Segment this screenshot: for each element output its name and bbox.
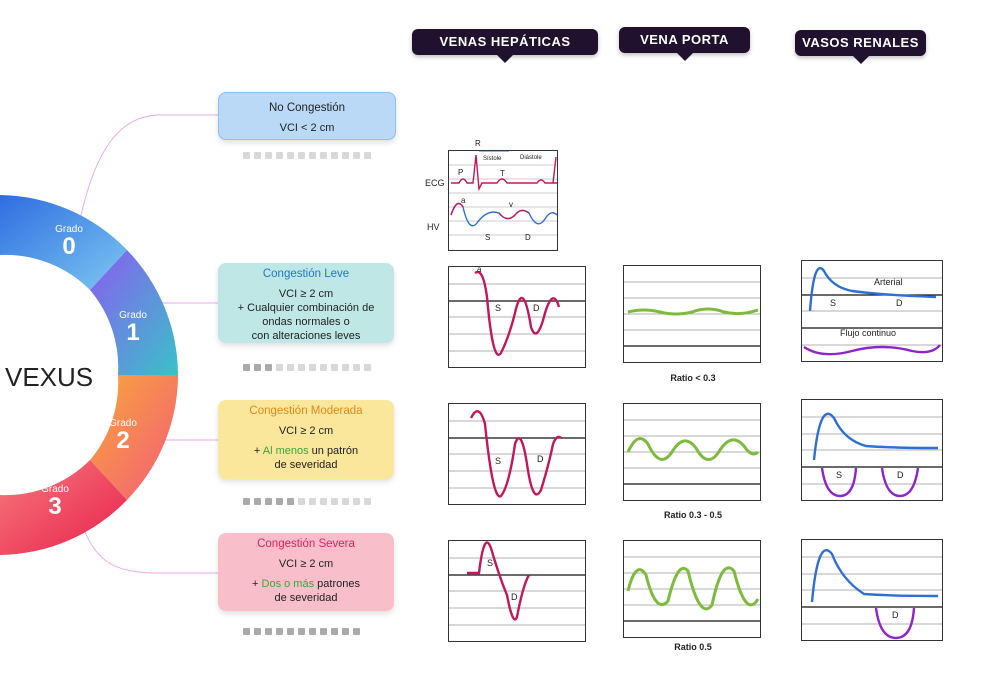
ref-a: a (461, 196, 466, 205)
renal-flujo: Flujo continuo (840, 328, 897, 338)
card-title: No Congestión (268, 102, 346, 114)
renal-panel-grade-3: D (801, 539, 943, 641)
hepatic-d: D (511, 592, 518, 602)
hepatic-panel-grade-2: S D (448, 403, 586, 505)
card-line: ondas normales o (262, 316, 350, 328)
renal-s: S (836, 470, 843, 480)
card-line: + Dos o más patrones (252, 578, 360, 590)
card-line: VCI ≥ 2 cm (278, 425, 334, 437)
ref-r: R (475, 139, 481, 148)
grade-2-segment (90, 375, 178, 500)
renal-venous-wave (803, 344, 941, 356)
header-vena-porta: VENA PORTA (619, 27, 750, 61)
card-congestion-moderada: Congestión Moderada VCI ≥ 2 cm + Al meno… (218, 400, 394, 479)
card-congestion-severa: Congestión Severa VCI ≥ 2 cm + Dos o más… (218, 533, 394, 611)
hv-trace-red (450, 202, 530, 220)
ref-t: T (500, 169, 505, 178)
renal-arterial-wave (812, 412, 939, 461)
hepatic-panel-grade-3: S D (448, 540, 586, 642)
portal-panel-grade-2 (623, 403, 761, 501)
vexus-ring (0, 195, 178, 555)
ref-sistole: Sístole (483, 156, 502, 162)
grade-3-segment (0, 460, 127, 555)
grade-0-segment (0, 195, 127, 290)
portal-wave (627, 307, 759, 316)
card-title: Congestión Severa (257, 538, 355, 550)
hepatic-d: D (533, 303, 540, 313)
grade-3-label: Grado 3 (41, 484, 69, 520)
renal-arterial: Arterial (874, 277, 903, 287)
vexus-title: VEXUS (5, 362, 94, 392)
ref-d: D (525, 233, 531, 242)
hepatic-s: S (495, 303, 502, 313)
renal-arterial-wave (808, 267, 937, 312)
ref-hv-label: HV (427, 222, 440, 232)
card-line: con alteraciones leves (251, 330, 361, 342)
portal-ratio-3: Ratio 0.5 (674, 642, 712, 652)
ecg-trace-qrs2 (552, 156, 557, 184)
ecg-trace (451, 154, 557, 192)
ref-v: v (509, 200, 513, 209)
reference-ecg-hv-panel: R Sístole Diástole P T a v S D (448, 139, 558, 251)
renal-d: D (897, 470, 904, 480)
card-no-congestion: No Congestión VCI < 2 cm (218, 92, 396, 140)
card-line: de severidad (274, 459, 338, 471)
renal-d: D (892, 610, 899, 620)
grade-1-label: Grado 1 (119, 310, 147, 346)
card-line: VCI ≥ 2 cm (278, 288, 334, 300)
ref-diastole: Diástole (520, 155, 542, 161)
ref-p: P (458, 168, 464, 177)
header-vasos-renales: VASOS RENALES (795, 30, 926, 64)
portal-wave (626, 566, 760, 611)
header-venas-hepaticas: VENAS HEPÁTICAS (412, 29, 598, 63)
card-congestion-leve: Congestión Leve VCI ≥ 2 cm + Cualquier c… (218, 263, 394, 343)
hepatic-panel-grade-1: a S D (448, 265, 586, 368)
pagination-dots (243, 498, 371, 505)
portal-panel-grade-3 (623, 540, 761, 638)
renal-venous-d (874, 607, 916, 640)
renal-arterial-wave (810, 548, 939, 603)
renal-venous-s (820, 467, 858, 498)
grade-1-segment (90, 250, 178, 375)
renal-panel-grade-1: Arterial S D Flujo continuo (801, 260, 943, 362)
renal-d: D (896, 298, 903, 308)
renal-s: S (830, 298, 837, 308)
renal-panel-grade-2: S D (801, 399, 943, 501)
card-line: + Cualquier combinación de (237, 302, 375, 314)
hepatic-wave (474, 270, 561, 356)
portal-wave (626, 437, 760, 461)
grade-0-label: Grado 0 (55, 224, 83, 260)
pagination-dots (243, 364, 371, 371)
card-line: VCI < 2 cm (279, 122, 335, 134)
hepatic-wave (467, 541, 531, 621)
portal-panel-grade-1 (623, 265, 761, 363)
portal-ratio-1: Ratio < 0.3 (670, 373, 716, 383)
ref-ecg-label: ECG (425, 178, 445, 188)
hepatic-d: D (537, 454, 544, 464)
card-line: VCI ≥ 2 cm (278, 558, 334, 570)
pagination-dots (243, 628, 360, 635)
hepatic-wave (469, 410, 562, 498)
pagination-dots (243, 152, 371, 159)
grade-2-label: Grado 2 (109, 418, 137, 454)
card-title: Congestión Moderada (249, 405, 363, 417)
portal-ratio-2: Ratio 0.3 - 0.5 (663, 510, 723, 520)
hepatic-s: S (495, 456, 502, 466)
renal-venous-d (880, 467, 920, 498)
hepatic-a: a (477, 265, 482, 274)
hepatic-s: S (487, 558, 494, 568)
card-title: Congestión Leve (262, 268, 350, 280)
ref-s: S (485, 233, 491, 242)
card-line: de severidad (274, 592, 338, 604)
card-line: + Al menos un patrón (253, 445, 359, 457)
